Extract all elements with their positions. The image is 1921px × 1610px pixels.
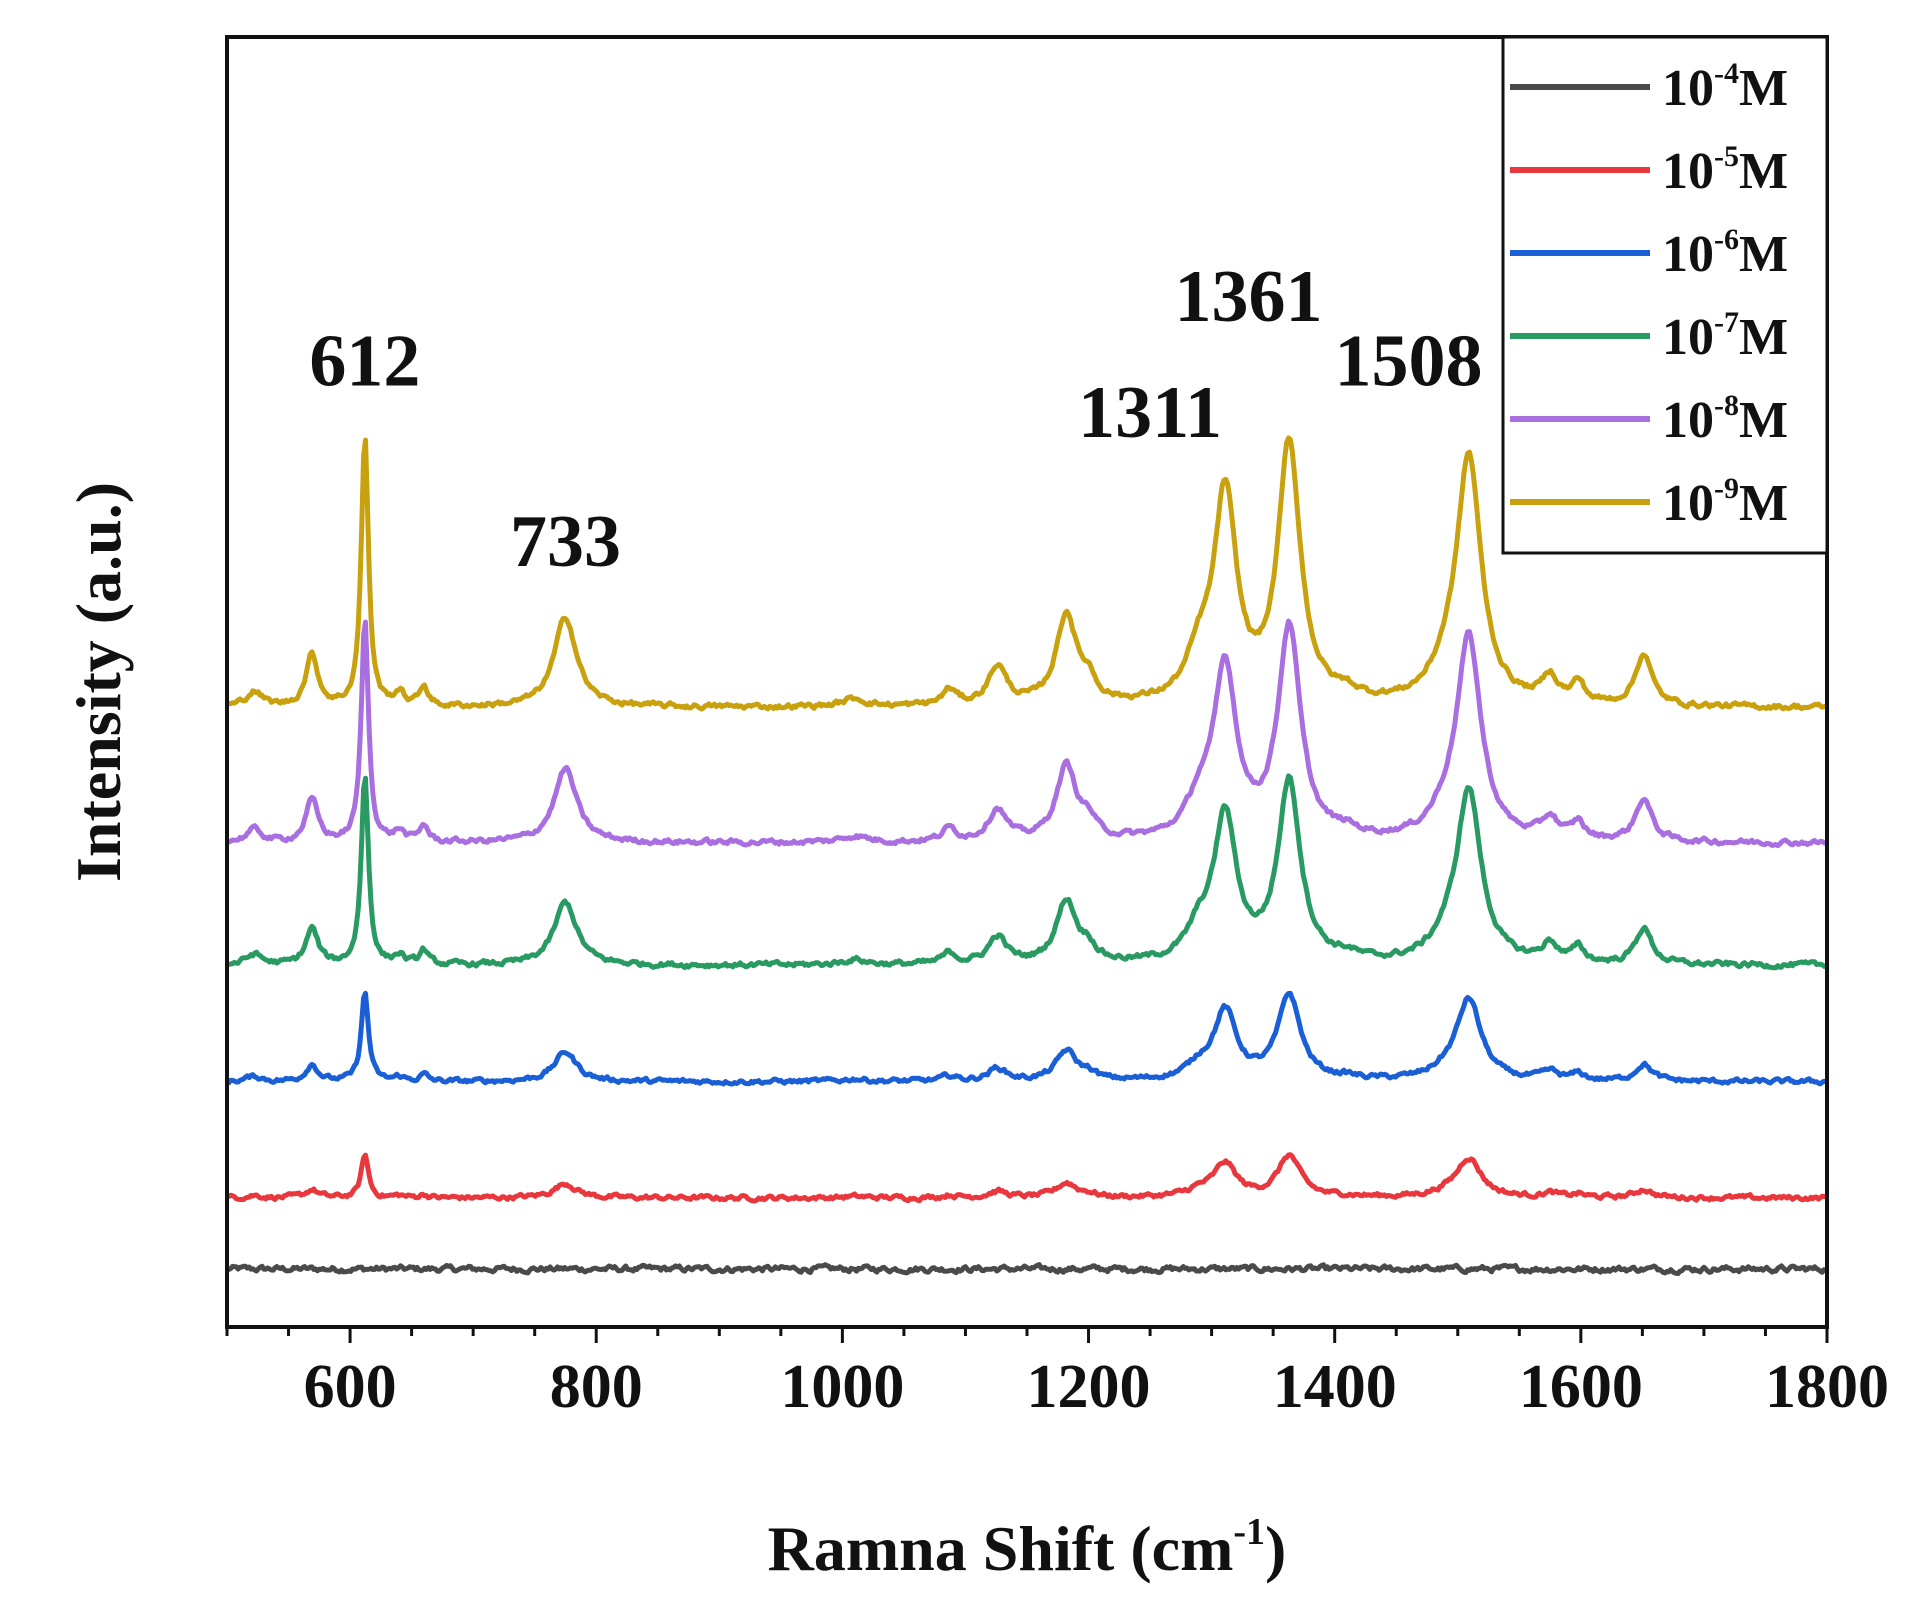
- legend-label: 10-8M: [1662, 389, 1788, 449]
- series-line-m4: [225, 1262, 1828, 1276]
- peak-label: 1311: [1078, 372, 1222, 454]
- legend-label: 10-9M: [1662, 472, 1788, 532]
- series-layer: [225, 435, 1828, 1276]
- x-tick-label: 1600: [1519, 1353, 1643, 1421]
- series-line-m8: [225, 618, 1827, 849]
- series-line-m7: [226, 773, 1828, 971]
- y-axis-title: Intensity (a.u.): [63, 482, 134, 882]
- x-tick-label: 800: [550, 1353, 643, 1421]
- legend-label: 10-6M: [1662, 223, 1788, 283]
- series-line-m5: [226, 1152, 1827, 1204]
- legend-label: 10-7M: [1662, 306, 1788, 366]
- legend-label: 10-4M: [1662, 57, 1788, 117]
- series-line-m6: [225, 990, 1827, 1087]
- x-tick-label: 1000: [780, 1353, 904, 1421]
- x-tick-label: 1200: [1027, 1353, 1151, 1421]
- x-axis: 600 800 1000 1200 1400 1600 1800: [225, 1327, 1889, 1421]
- legend-box: [1501, 35, 1829, 555]
- legend: 10-4M 10-5M 10-6M 10-7M 10-8M 10-9M: [1501, 35, 1829, 555]
- peak-label: 733: [510, 501, 621, 583]
- legend-label: 10-5M: [1662, 140, 1788, 200]
- x-axis-title: Ramna Shift (cm-1): [768, 1511, 1287, 1584]
- peak-label: 1508: [1335, 320, 1483, 402]
- peak-label: 1361: [1175, 256, 1323, 338]
- series-line-m9: [225, 435, 1827, 712]
- x-tick-label: 1400: [1273, 1353, 1397, 1421]
- x-tick-label: 600: [304, 1353, 397, 1421]
- peak-label: 612: [309, 320, 420, 402]
- x-tick-label: 1800: [1765, 1353, 1889, 1421]
